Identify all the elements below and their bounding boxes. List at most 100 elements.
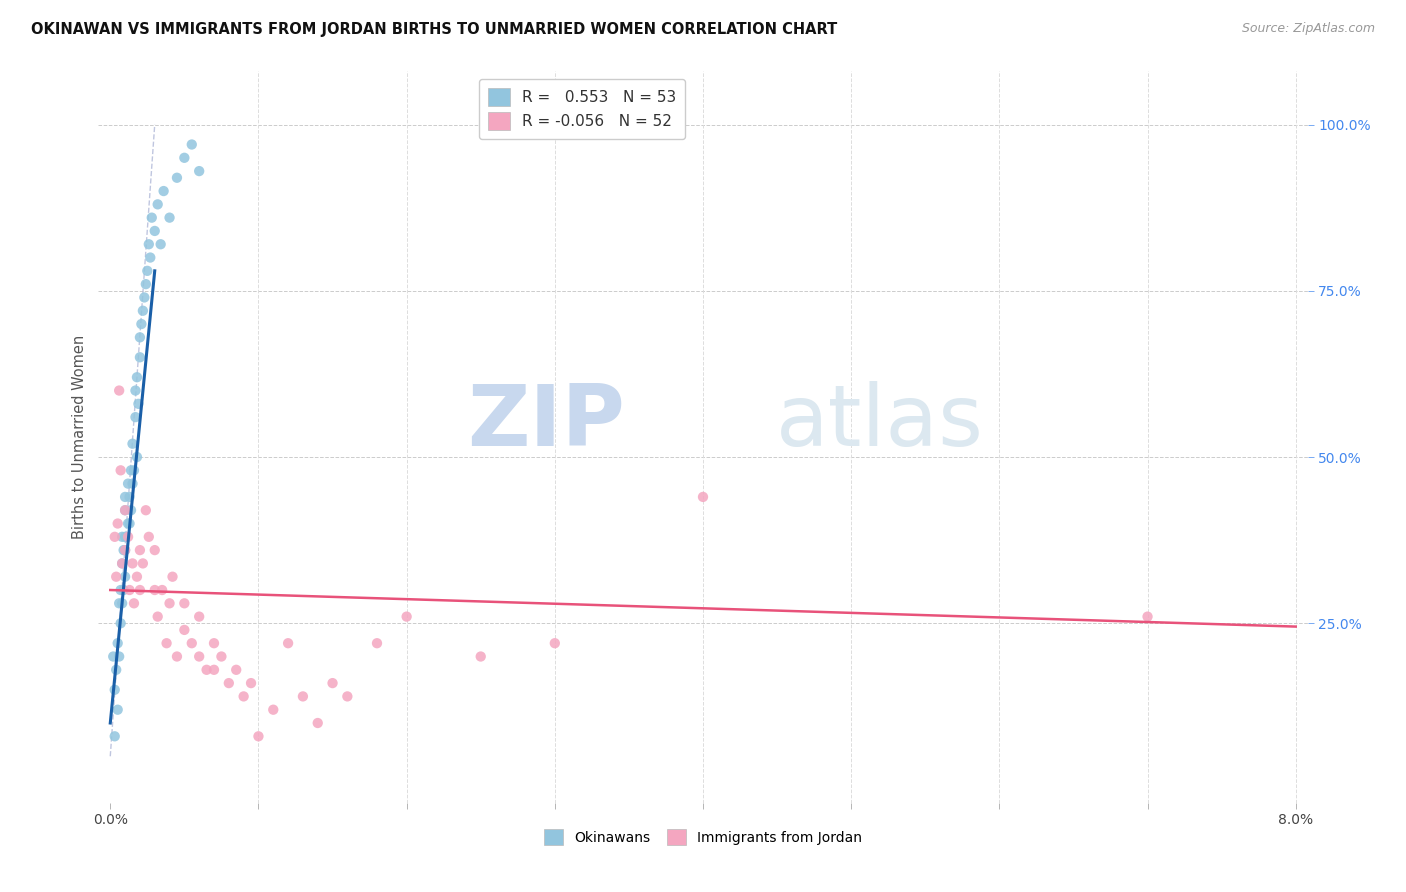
Point <box>122 463 145 477</box>
Point <box>110 463 132 477</box>
Point <box>129 330 152 344</box>
Point <box>173 151 195 165</box>
Point <box>180 137 202 152</box>
Point <box>202 663 225 677</box>
Point <box>114 530 136 544</box>
Point <box>125 450 148 464</box>
Point <box>114 543 136 558</box>
Point <box>103 649 125 664</box>
Point <box>104 530 127 544</box>
Point <box>291 690 314 704</box>
Point <box>110 582 132 597</box>
Point <box>188 609 211 624</box>
Point <box>112 543 135 558</box>
Point <box>125 370 148 384</box>
Point <box>124 384 146 398</box>
Point <box>125 570 148 584</box>
Point <box>195 663 218 677</box>
Point <box>117 516 139 531</box>
Point <box>209 649 232 664</box>
Point <box>692 490 714 504</box>
Point <box>107 636 129 650</box>
Point <box>143 224 166 238</box>
Point <box>225 663 247 677</box>
Point <box>188 649 211 664</box>
Point <box>118 582 141 597</box>
Point <box>118 490 141 504</box>
Point <box>395 609 418 624</box>
Point <box>143 582 166 597</box>
Point <box>470 649 492 664</box>
Point <box>114 503 136 517</box>
Point <box>336 690 359 704</box>
Point <box>1136 609 1159 624</box>
Point <box>135 503 157 517</box>
Point <box>146 609 169 624</box>
Point <box>104 682 127 697</box>
Point <box>129 351 152 365</box>
Point <box>121 436 143 450</box>
Point <box>322 676 344 690</box>
Point <box>111 557 134 571</box>
Point <box>108 384 131 398</box>
Point <box>107 516 129 531</box>
Point <box>141 211 163 225</box>
Point <box>120 463 142 477</box>
Point <box>180 636 202 650</box>
Point <box>110 616 132 631</box>
Point <box>111 596 134 610</box>
Point <box>111 530 134 544</box>
Point <box>121 476 143 491</box>
Point <box>188 164 211 178</box>
Point <box>138 530 160 544</box>
Point <box>544 636 567 650</box>
Text: ZIP: ZIP <box>467 381 624 464</box>
Point <box>240 676 263 690</box>
Point <box>166 649 188 664</box>
Point <box>307 716 329 731</box>
Point <box>112 582 135 597</box>
Point <box>122 596 145 610</box>
Point <box>173 623 195 637</box>
Point <box>150 582 173 597</box>
Point <box>129 543 152 558</box>
Point <box>114 490 136 504</box>
Point <box>159 211 181 225</box>
Point <box>105 570 128 584</box>
Point <box>111 557 134 571</box>
Text: atlas: atlas <box>776 381 984 464</box>
Point <box>108 649 131 664</box>
Point <box>135 277 157 292</box>
Point <box>152 184 174 198</box>
Point <box>138 237 160 252</box>
Text: OKINAWAN VS IMMIGRANTS FROM JORDAN BIRTHS TO UNMARRIED WOMEN CORRELATION CHART: OKINAWAN VS IMMIGRANTS FROM JORDAN BIRTH… <box>31 22 837 37</box>
Point <box>120 503 142 517</box>
Point <box>117 530 139 544</box>
Point <box>105 663 128 677</box>
Point <box>162 570 184 584</box>
Y-axis label: Births to Unmarried Women: Births to Unmarried Women <box>72 335 87 539</box>
Point <box>132 557 155 571</box>
Point <box>366 636 388 650</box>
Point <box>218 676 240 690</box>
Point <box>262 703 284 717</box>
Text: Source: ZipAtlas.com: Source: ZipAtlas.com <box>1241 22 1375 36</box>
Point <box>173 596 195 610</box>
Point <box>155 636 177 650</box>
Point <box>104 729 127 743</box>
Point <box>107 703 129 717</box>
Point <box>159 596 181 610</box>
Point <box>139 251 162 265</box>
Point <box>114 503 136 517</box>
Point <box>202 636 225 650</box>
Point <box>136 264 159 278</box>
Point <box>143 543 166 558</box>
Point <box>118 516 141 531</box>
Point <box>124 410 146 425</box>
Point <box>117 476 139 491</box>
Point <box>114 543 136 558</box>
Point <box>166 170 188 185</box>
Point <box>149 237 172 252</box>
Point <box>114 570 136 584</box>
Legend: Okinawans, Immigrants from Jordan: Okinawans, Immigrants from Jordan <box>538 823 868 851</box>
